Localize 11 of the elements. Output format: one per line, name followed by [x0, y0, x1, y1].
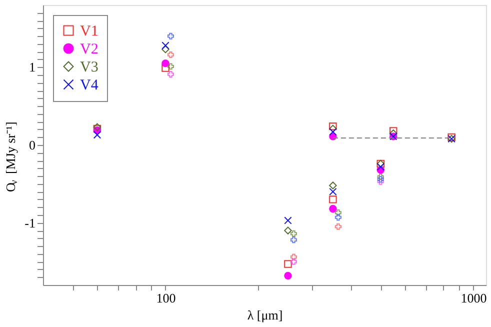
- legend-label: V3: [80, 60, 98, 76]
- y-tick-label: 1: [29, 60, 36, 75]
- y-tick-label: -1: [24, 215, 36, 230]
- x-axis-title: λ [μm]: [247, 308, 283, 322]
- y-tick-label: 0: [29, 138, 36, 152]
- x-tick-label: 100: [156, 290, 176, 306]
- legend-label: V2: [80, 42, 98, 58]
- legend-label: V4: [80, 78, 99, 94]
- x-tick-label: 1000: [460, 290, 487, 306]
- legend-label: V1: [80, 24, 98, 40]
- y-axis-title: Oν [MJy sr⁻¹]: [3, 122, 20, 192]
